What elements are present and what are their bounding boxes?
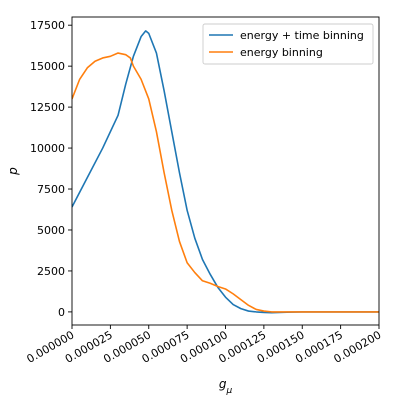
x-axis-label-subscript: μ <box>225 386 232 396</box>
y-tick-label: 7500 <box>37 183 65 196</box>
y-tick-label: 12500 <box>30 101 65 114</box>
y-tick-label: 5000 <box>37 224 65 237</box>
y-tick-label: 15000 <box>30 60 65 73</box>
series-line-0 <box>72 30 379 314</box>
legend-label-1: energy binning <box>240 46 323 59</box>
legend-box <box>202 23 374 65</box>
x-axis-label: gμ <box>219 377 233 396</box>
y-tick-label: 17500 <box>30 19 65 32</box>
y-tick-label: 10000 <box>30 142 65 155</box>
y-tick-label: 2500 <box>37 265 65 278</box>
legend-label-0: energy + time binning <box>240 29 364 42</box>
series-line-1 <box>72 52 379 313</box>
y-axis-label: p <box>6 167 20 176</box>
y-tick-label: 0 <box>58 306 65 319</box>
